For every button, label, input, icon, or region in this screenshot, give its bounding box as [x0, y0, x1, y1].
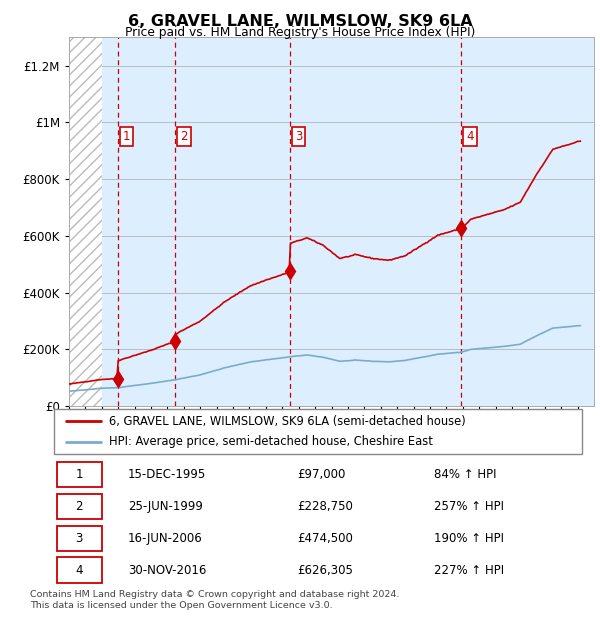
Text: Contains HM Land Registry data © Crown copyright and database right 2024.
This d: Contains HM Land Registry data © Crown c… [30, 590, 400, 609]
Text: 4: 4 [76, 564, 83, 577]
Text: 2: 2 [180, 130, 188, 143]
Text: Price paid vs. HM Land Registry's House Price Index (HPI): Price paid vs. HM Land Registry's House … [125, 26, 475, 39]
FancyBboxPatch shape [56, 494, 101, 519]
Bar [69, 37, 102, 406]
Text: 190% ↑ HPI: 190% ↑ HPI [434, 532, 504, 545]
Text: 1: 1 [122, 130, 130, 143]
Text: £474,500: £474,500 [297, 532, 353, 545]
Text: 6, GRAVEL LANE, WILMSLOW, SK9 6LA (semi-detached house): 6, GRAVEL LANE, WILMSLOW, SK9 6LA (semi-… [109, 415, 466, 428]
Text: 84% ↑ HPI: 84% ↑ HPI [434, 468, 497, 481]
Text: HPI: Average price, semi-detached house, Cheshire East: HPI: Average price, semi-detached house,… [109, 435, 433, 448]
Text: 25-JUN-1999: 25-JUN-1999 [128, 500, 203, 513]
Text: 30-NOV-2016: 30-NOV-2016 [128, 564, 206, 577]
Text: 6, GRAVEL LANE, WILMSLOW, SK9 6LA: 6, GRAVEL LANE, WILMSLOW, SK9 6LA [128, 14, 472, 29]
Text: 1: 1 [76, 468, 83, 481]
Text: 15-DEC-1995: 15-DEC-1995 [128, 468, 206, 481]
FancyBboxPatch shape [56, 557, 101, 583]
Text: 3: 3 [295, 130, 302, 143]
FancyBboxPatch shape [56, 462, 101, 487]
Text: 4: 4 [466, 130, 474, 143]
Text: 3: 3 [76, 532, 83, 545]
Text: 227% ↑ HPI: 227% ↑ HPI [434, 564, 504, 577]
Text: £626,305: £626,305 [297, 564, 353, 577]
Text: £97,000: £97,000 [297, 468, 345, 481]
FancyBboxPatch shape [54, 409, 582, 454]
Text: £228,750: £228,750 [297, 500, 353, 513]
Text: 2: 2 [76, 500, 83, 513]
FancyBboxPatch shape [56, 526, 101, 551]
Text: 257% ↑ HPI: 257% ↑ HPI [434, 500, 504, 513]
Text: 16-JUN-2006: 16-JUN-2006 [128, 532, 203, 545]
